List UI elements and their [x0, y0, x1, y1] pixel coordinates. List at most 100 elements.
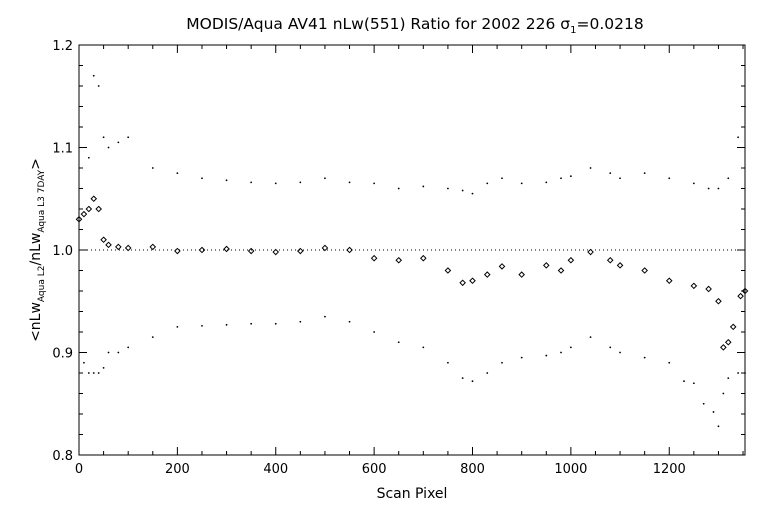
data-point: [609, 346, 612, 349]
data-point: [717, 425, 720, 428]
data-point: [471, 192, 474, 195]
data-point: [90, 195, 98, 203]
data-point: [370, 254, 378, 262]
series-upper-sigma: [87, 74, 746, 195]
data-point: [87, 156, 90, 159]
data-point: [498, 263, 506, 270]
data-point: [92, 372, 95, 374]
data-point: [92, 74, 95, 77]
data-point: [297, 247, 304, 255]
data-point: [471, 380, 474, 383]
data-point: [102, 366, 105, 369]
data-point: [324, 177, 326, 180]
data-point: [348, 181, 351, 184]
chart-title-subscript: 1: [570, 25, 576, 36]
data-point: [518, 271, 525, 278]
data-point: [250, 181, 253, 184]
data-point: [643, 172, 646, 175]
data-point: [469, 277, 476, 285]
data-point: [346, 246, 353, 254]
data-point: [712, 411, 715, 413]
chart-title: MODIS/Aqua AV41 nLw(551) Ratio for 2002 …: [186, 15, 643, 36]
y-label-suffix: >: [28, 158, 44, 170]
y-tick-label: 0.8: [52, 449, 73, 464]
data-point: [501, 361, 503, 364]
data-point: [737, 292, 744, 300]
series-mean-ratio: [75, 195, 749, 351]
data-point: [272, 248, 280, 256]
data-point: [447, 187, 449, 190]
data-point: [715, 297, 722, 305]
data-point: [395, 256, 403, 264]
data-point: [176, 172, 179, 175]
chart-title-main: MODIS/Aqua AV41 nLw(551) Ratio for 2002 …: [186, 15, 570, 33]
x-tick-label: 800: [460, 462, 485, 477]
x-axis: 0 200 400 600 800 1000 1200: [75, 45, 744, 477]
x-tick-label: 600: [362, 462, 387, 477]
data-point: [720, 344, 727, 351]
data-point: [690, 282, 698, 290]
x-tick-label: 1200: [653, 462, 686, 477]
data-point: [707, 187, 710, 190]
data-point: [589, 167, 592, 169]
data-point: [461, 377, 464, 380]
data-point: [569, 175, 572, 178]
data-point: [705, 285, 712, 293]
data-point: [299, 320, 302, 323]
data-point: [97, 372, 100, 374]
data-point: [560, 177, 562, 180]
data-point: [520, 356, 523, 359]
data-point: [683, 380, 685, 383]
data-point: [250, 322, 253, 325]
data-point: [100, 236, 107, 244]
data-point: [151, 167, 154, 169]
data-point: [348, 320, 351, 323]
data-point: [520, 182, 523, 185]
data-point: [107, 146, 110, 149]
data-point: [744, 372, 746, 374]
data-point: [501, 177, 503, 180]
data-point: [486, 372, 489, 374]
data-point: [609, 172, 612, 175]
data-point: [643, 356, 646, 359]
data-point: [557, 267, 565, 274]
data-point: [127, 346, 130, 349]
y-tick-label: 1.0: [52, 244, 73, 259]
data-point: [717, 187, 720, 190]
data-point: [665, 277, 673, 285]
series-lower-sigma: [83, 315, 746, 428]
data-point: [117, 141, 120, 144]
data-point: [567, 256, 575, 264]
data-point: [483, 271, 491, 278]
data-point: [176, 325, 179, 328]
data-point: [225, 323, 228, 326]
data-point: [223, 245, 230, 253]
data-point: [727, 177, 730, 180]
data-point: [422, 185, 425, 188]
data-point: [397, 341, 400, 344]
data-point: [616, 262, 624, 269]
data-point: [737, 136, 740, 139]
data-point: [95, 205, 102, 213]
data-point: [105, 241, 112, 249]
data-point: [274, 182, 277, 185]
data-point: [274, 322, 277, 325]
data-point: [174, 247, 181, 255]
x-tick-label: 200: [165, 462, 190, 477]
y-label-middle: /nLw: [28, 233, 44, 266]
data-point: [444, 267, 452, 274]
data-point: [619, 177, 621, 180]
data-point: [587, 248, 594, 256]
data-point: [127, 136, 130, 139]
data-point: [420, 254, 427, 262]
data-point: [461, 189, 464, 192]
data-point: [107, 351, 110, 354]
data-point: [692, 182, 695, 185]
data-point: [397, 187, 400, 190]
y-axis: 0.8 0.9 1.0 1.1 1.2: [52, 39, 745, 464]
data-point: [83, 361, 85, 364]
y-tick-label: 1.1: [52, 142, 73, 157]
data-point: [545, 354, 548, 357]
data-point: [668, 177, 671, 180]
